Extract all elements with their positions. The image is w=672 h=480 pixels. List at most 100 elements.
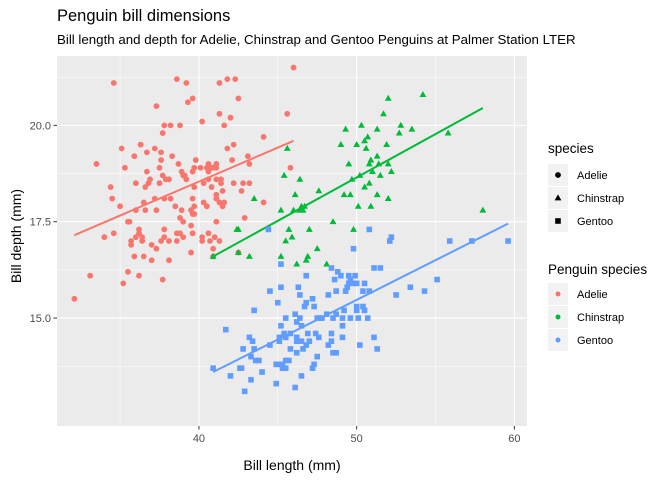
- data-point: [213, 218, 220, 225]
- data-point: [314, 315, 321, 321]
- data-point: [143, 149, 150, 156]
- data-point: [126, 218, 133, 225]
- data-point: [316, 334, 322, 341]
- data-point: [353, 303, 360, 310]
- data-point: [87, 272, 94, 279]
- data-point: [298, 338, 305, 345]
- data-point: [303, 299, 309, 306]
- x-tick-label: 50: [351, 433, 363, 445]
- data-point: [304, 330, 311, 337]
- data-point: [197, 164, 204, 171]
- data-point: [341, 307, 347, 314]
- legend-label: Chinstrap: [577, 193, 624, 205]
- data-point: [383, 141, 391, 148]
- legend-key-color: [555, 314, 561, 320]
- data-point: [357, 121, 365, 128]
- data-point: [479, 206, 487, 213]
- data-point: [118, 145, 125, 152]
- data-point: [240, 180, 247, 187]
- data-point: [347, 315, 354, 321]
- data-point: [137, 141, 144, 148]
- data-point: [292, 384, 298, 391]
- data-point: [167, 122, 174, 129]
- data-point: [210, 245, 217, 252]
- data-point: [360, 288, 366, 294]
- y-tick-label: 17.5: [30, 217, 51, 229]
- data-point: [306, 338, 313, 345]
- data-point: [277, 206, 285, 213]
- data-point: [260, 199, 267, 206]
- data-point: [232, 76, 239, 83]
- data-point: [246, 334, 253, 341]
- data-point: [293, 338, 300, 345]
- data-point: [395, 129, 403, 136]
- data-point: [159, 172, 166, 179]
- data-point: [340, 191, 348, 198]
- data-point: [276, 338, 283, 345]
- data-point: [334, 269, 341, 275]
- data-point: [331, 276, 338, 283]
- data-point: [259, 369, 265, 375]
- data-point: [238, 187, 245, 194]
- data-point: [297, 292, 303, 298]
- data-point: [273, 380, 280, 387]
- data-point: [339, 334, 346, 341]
- data-point: [248, 376, 254, 383]
- data-point: [373, 152, 381, 159]
- data-point: [365, 160, 373, 167]
- data-point: [207, 238, 213, 244]
- data-point: [386, 238, 393, 244]
- data-point: [444, 129, 452, 136]
- data-point: [285, 225, 293, 232]
- data-point: [189, 230, 196, 237]
- data-point: [360, 303, 366, 310]
- data-point: [148, 257, 155, 264]
- data-point: [280, 171, 288, 178]
- data-point: [131, 253, 138, 260]
- data-point: [350, 225, 357, 232]
- data-point: [297, 315, 303, 321]
- data-point: [366, 288, 373, 294]
- data-point: [302, 256, 310, 263]
- data-point: [408, 125, 416, 132]
- data-point: [304, 252, 312, 259]
- data-point: [132, 234, 139, 241]
- data-point: [311, 361, 317, 368]
- data-point: [323, 260, 331, 267]
- data-point: [284, 110, 291, 117]
- data-point: [298, 322, 305, 329]
- data-point: [339, 322, 346, 329]
- data-point: [388, 234, 395, 240]
- data-point: [361, 137, 368, 144]
- data-point: [121, 164, 128, 171]
- data-point: [299, 206, 307, 213]
- data-point: [161, 234, 168, 241]
- chart-subtitle: Bill length and depth for Adelie, Chinst…: [57, 32, 576, 47]
- legend-key-color: [555, 337, 561, 343]
- data-point: [192, 157, 199, 163]
- legend-label: Chinstrap: [577, 312, 624, 324]
- data-point: [216, 238, 223, 244]
- data-point: [142, 184, 149, 190]
- data-point: [293, 334, 300, 341]
- data-point: [371, 265, 377, 271]
- data-point: [117, 203, 123, 210]
- series-chinstrap: [209, 90, 487, 267]
- data-point: [309, 296, 316, 302]
- data-point: [199, 234, 206, 241]
- data-point: [329, 218, 337, 225]
- data-point: [328, 330, 335, 337]
- data-point: [148, 241, 155, 248]
- trend-line: [212, 222, 509, 373]
- data-point: [298, 373, 305, 379]
- data-point: [241, 388, 248, 395]
- data-point: [275, 299, 281, 306]
- data-point: [250, 195, 258, 202]
- data-point: [373, 191, 381, 198]
- data-point: [156, 180, 163, 187]
- data-point: [282, 357, 289, 364]
- data-point: [200, 199, 207, 206]
- data-point: [353, 280, 360, 287]
- data-point: [295, 284, 302, 291]
- data-point: [267, 342, 273, 348]
